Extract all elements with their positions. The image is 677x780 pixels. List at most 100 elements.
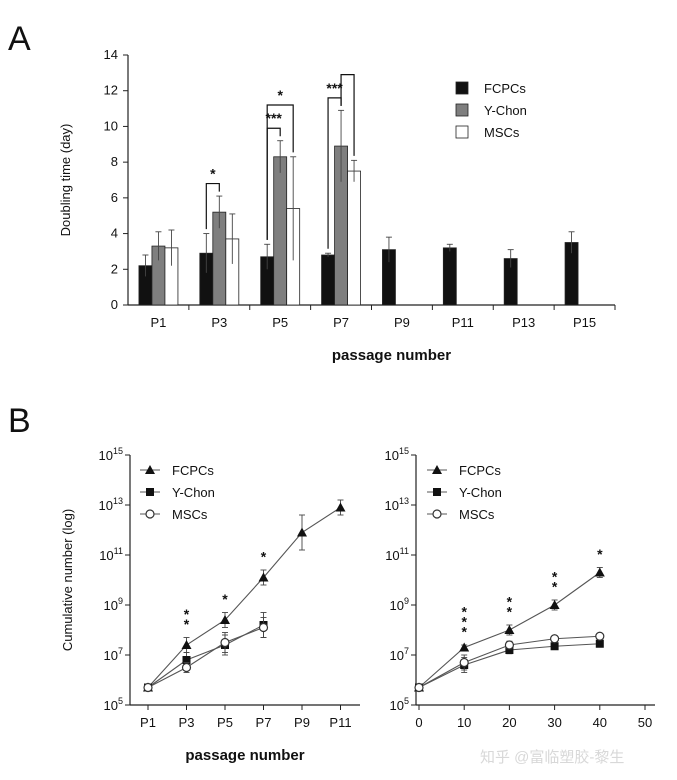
legend-label: FCPCs <box>459 463 501 478</box>
y-tick-label: 1011 <box>385 546 409 563</box>
legend-label: Y-Chon <box>484 103 527 118</box>
x-tick-label: 30 <box>547 715 561 730</box>
legend-swatch-y-chon <box>455 103 469 117</box>
y-tick-label: 1013 <box>99 496 123 513</box>
legend-marker-mscs <box>432 509 442 519</box>
y-tick-label: 105 <box>390 696 409 713</box>
significance-label: * <box>597 546 603 562</box>
point-mscs <box>595 631 605 641</box>
point-fcpcs <box>459 642 470 652</box>
x-tick-label: P5 <box>217 715 233 730</box>
x-tick-label: 20 <box>502 715 516 730</box>
significance-label: * <box>184 606 190 622</box>
legend-marker-y-chon <box>433 488 441 496</box>
significance-label: *** <box>266 110 283 126</box>
legend-swatch-mscs <box>455 125 469 139</box>
y-tick-label: 105 <box>104 696 123 713</box>
y-tick-label: 107 <box>104 646 123 663</box>
x-tick-label: P1 <box>150 315 166 330</box>
x-tick-label: P9 <box>394 315 410 330</box>
panel-b-left-line-chart: 105 107 109 1011 1013 1015 P1 P3 P5 P7 P9 P11 Cumula… <box>60 446 360 764</box>
x-tick-label: P11 <box>452 315 474 330</box>
legend-label: Y-Chon <box>172 485 215 500</box>
bar-fcpcs <box>321 254 335 306</box>
y-tick-label: 1015 <box>385 446 409 463</box>
y-tick-label: 10 <box>104 118 118 133</box>
point-fcpcs <box>220 615 230 624</box>
point-y-chon <box>182 656 191 664</box>
significance-label: * <box>222 591 228 607</box>
significance-bracket <box>205 182 220 230</box>
x-tick-label: P3 <box>179 715 195 730</box>
y-tick-label: 1011 <box>99 546 123 563</box>
panel-a-bar-chart: 0 2 4 6 8 10 12 14 Doubling time (day) passage nu… <box>58 47 616 364</box>
point-fcpcs <box>181 640 192 649</box>
y-tick-label: 2 <box>111 261 118 276</box>
x-tick-label: 40 <box>593 715 607 730</box>
x-tick-label: P7 <box>333 315 349 330</box>
legend-marker-mscs <box>145 509 155 519</box>
point-mscs <box>549 634 560 644</box>
y-tick-label: 0 <box>111 297 118 312</box>
y-tick-label: 4 <box>111 226 118 241</box>
significance-label: * <box>461 623 467 639</box>
legend-marker-fcpcs <box>145 465 155 474</box>
legend-label: FCPCs <box>484 81 526 96</box>
x-axis-title: passage number <box>332 347 451 364</box>
significance-label: * <box>461 613 467 629</box>
legend-marker-y-chon <box>146 488 154 496</box>
y-tick-label: 14 <box>104 47 118 62</box>
panel-a-letter: A <box>8 20 31 58</box>
point-fcpcs <box>258 572 269 582</box>
x-tick-label: 10 <box>457 715 471 730</box>
legend-label: MSCs <box>172 507 208 522</box>
y-tick-label: 6 <box>111 190 118 205</box>
x-tick-label: P7 <box>256 715 272 730</box>
y-tick-label: 8 <box>111 154 118 169</box>
panel-b-letter: B <box>8 402 31 440</box>
y-axis-label: Cumulative number (log) <box>60 509 75 651</box>
x-tick-label: P5 <box>272 315 288 330</box>
x-tick-label: P11 <box>329 715 351 730</box>
watermark: 知乎 @富临塑胶-黎生 <box>480 748 624 766</box>
significance-label: * <box>507 593 513 609</box>
significance-label: * <box>461 603 467 619</box>
series-line-fcpcs <box>147 507 341 688</box>
point-fcpcs <box>297 527 307 537</box>
legend-swatch-fcpcs <box>455 81 469 95</box>
point-mscs <box>258 622 269 633</box>
x-tick-label: P3 <box>211 315 227 330</box>
y-tick-label: 12 <box>104 83 118 98</box>
significance-bracket <box>340 74 355 156</box>
y-tick-label: 107 <box>390 646 409 663</box>
point-fcpcs <box>335 502 346 512</box>
bar-y-chon <box>273 156 288 306</box>
legend-label: Y-Chon <box>459 485 502 500</box>
x-tick-label: P13 <box>512 315 535 330</box>
point-fcpcs <box>594 567 605 577</box>
legend-label: FCPCs <box>172 463 214 478</box>
point-mscs <box>459 657 469 668</box>
x-tick-label: P1 <box>140 715 156 730</box>
y-tick-label: 1015 <box>99 446 123 463</box>
point-fcpcs <box>549 600 560 609</box>
legend-marker-fcpcs <box>432 465 442 474</box>
y-tick-label: 109 <box>390 596 409 613</box>
x-tick-label: 0 <box>415 715 422 730</box>
y-tick-label: 1013 <box>385 496 409 513</box>
point-y-chon <box>550 642 559 651</box>
significance-label: * <box>184 616 190 632</box>
x-tick-label: P15 <box>573 315 596 330</box>
point-fcpcs <box>504 625 515 634</box>
bar-mscs <box>347 170 361 306</box>
point-mscs <box>181 662 192 673</box>
point-y-chon <box>505 646 514 654</box>
x-axis-title: passage number <box>185 747 304 764</box>
bar-fcpcs <box>442 247 457 306</box>
y-axis-label: Doubling time (day) <box>58 124 73 237</box>
significance-label: * <box>210 166 216 182</box>
point-mscs <box>414 682 424 693</box>
legend-label: MSCs <box>484 125 520 140</box>
